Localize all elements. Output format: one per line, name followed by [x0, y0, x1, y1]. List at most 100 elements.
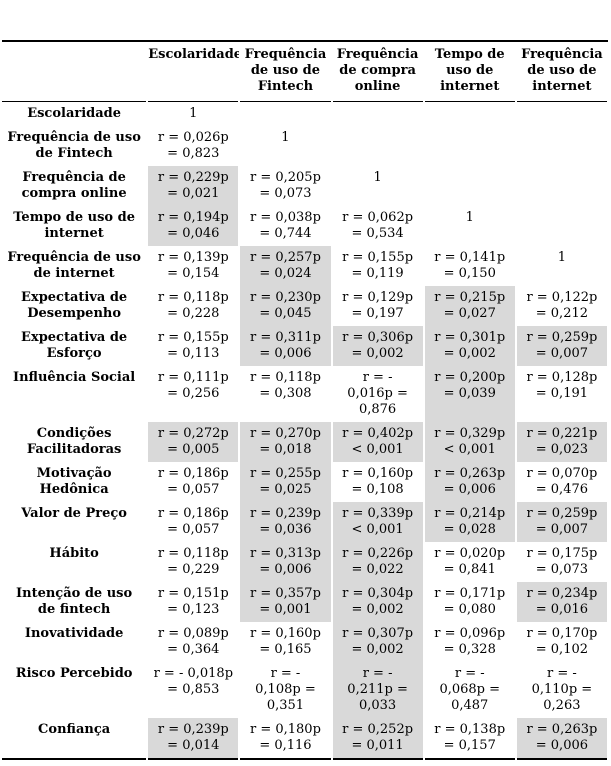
correlation-cell	[514, 126, 610, 166]
correlation-cell: r = 0,234p = 0,016	[514, 582, 610, 622]
correlation-cell: r = 0,139p = 0,154	[146, 246, 241, 286]
table-row: Intenção de uso de fintech r = 0,151p = 0…	[2, 582, 610, 622]
table-row: Frequência de uso de internet r = 0,139p …	[2, 246, 610, 286]
correlation-cell: r = 0,096p = 0,328	[422, 622, 517, 662]
table-row: Motivação Hedônica r = 0,186p = 0,057 r = …	[2, 462, 610, 502]
row-label: Influência Social	[2, 366, 148, 422]
correlation-cell: r = - 0,108p = 0,351	[238, 662, 333, 718]
column-header-frequencia-compra-online: Frequência de compra online	[331, 41, 424, 102]
table-row: Condições Facilitadoras r = 0,272p = 0,00…	[2, 422, 610, 462]
correlation-cell: r = 0,304p = 0,002	[330, 582, 425, 622]
row-label: Motivação Hedônica	[2, 462, 148, 502]
correlation-cell: r = 0,263p = 0,006	[514, 718, 610, 759]
row-label: Expectativa de Esforço	[2, 326, 148, 366]
correlation-cell: 1	[422, 206, 517, 246]
correlation-cell: r = 0,311p = 0,006	[238, 326, 333, 366]
correlation-cell: r = 0,329p < 0,001	[422, 422, 517, 462]
correlation-cell: r = 0,160p = 0,108	[330, 462, 425, 502]
correlation-cell: r = 0,263p = 0,006	[422, 462, 517, 502]
row-label: Inovatividade	[2, 622, 148, 662]
correlation-cell: r = 0,180p = 0,116	[238, 718, 333, 759]
correlation-cell: r = 0,200p = 0,039	[422, 366, 517, 422]
correlation-cell	[514, 166, 610, 206]
correlation-cell: r = 0,070p = 0,476	[514, 462, 610, 502]
correlation-cell: r = 0,239p = 0,014	[146, 718, 241, 759]
correlation-cell: r = - 0,110p = 0,263	[514, 662, 610, 718]
row-label: Hábito	[2, 542, 148, 582]
correlation-cell: r = 0,255p = 0,025	[238, 462, 333, 502]
row-label: Tempo de uso de internet	[2, 206, 148, 246]
correlation-cell: r = 0,141p = 0,150	[422, 246, 517, 286]
correlation-cell: r = - 0,068p = 0,487	[422, 662, 517, 718]
correlation-cell: r = 0,214p = 0,028	[422, 502, 517, 542]
correlation-cell: r = 0,226p = 0,022	[330, 542, 425, 582]
correlation-cell	[330, 126, 425, 166]
correlation-cell: r = 0,205p = 0,073	[238, 166, 333, 206]
correlation-cell: 1	[238, 126, 333, 166]
row-label: Intenção de uso de fintech	[2, 582, 148, 622]
correlation-cell: r = 0,215p = 0,027	[422, 286, 517, 326]
table-row: Frequência de compra online r = 0,229p = …	[2, 166, 610, 206]
correlation-cell	[422, 101, 517, 126]
table-header: Escolaridade Frequência de uso de Fintec…	[2, 41, 608, 102]
correlation-cell: r = 0,118p = 0,228	[146, 286, 241, 326]
correlation-cell	[238, 101, 333, 126]
correlation-cell: r = 0,151p = 0,123	[146, 582, 241, 622]
column-header-escolaridade: Escolaridade	[147, 41, 240, 102]
table-row: Confiança r = 0,239p = 0,014 r = 0,180p = …	[2, 718, 610, 759]
row-label: Risco Percebido	[2, 662, 148, 718]
correlation-cell: 1	[330, 166, 425, 206]
correlation-cell: r = 0,171p = 0,080	[422, 582, 517, 622]
correlation-cell: r = 0,118p = 0,229	[146, 542, 241, 582]
correlation-cell: r = 0,020p = 0,841	[422, 542, 517, 582]
correlation-cell: r = 0,306p = 0,002	[330, 326, 425, 366]
correlation-cell: r = 0,230p = 0,045	[238, 286, 333, 326]
correlation-cell: r = 0,170p = 0,102	[514, 622, 610, 662]
correlation-cell: 1	[514, 246, 610, 286]
correlation-cell: r = 0,357p = 0,001	[238, 582, 333, 622]
row-label: Escolaridade	[2, 101, 148, 126]
correlation-cell: r = 0,186p = 0,057	[146, 462, 241, 502]
header-row: Escolaridade Frequência de uso de Fintec…	[2, 41, 608, 102]
correlation-cell: r = - 0,018p = 0,853	[146, 662, 241, 718]
table-row: Escolaridade 1	[2, 101, 610, 126]
row-label: Confiança	[2, 718, 148, 759]
correlation-cell: r = 0,111p = 0,256	[146, 366, 241, 422]
column-header-tempo-uso-internet: Tempo de uso de internet	[423, 41, 516, 102]
correlation-cell	[422, 166, 517, 206]
corner-cell	[2, 41, 148, 102]
correlation-cell: r = 0,122p = 0,212	[514, 286, 610, 326]
correlation-cell: r = 0,062p = 0,534	[330, 206, 425, 246]
correlation-cell: r = 0,252p = 0,011	[330, 718, 425, 759]
correlation-cell: r = 0,307p = 0,002	[330, 622, 425, 662]
table-row: Inovatividade r = 0,089p = 0,364 r = 0,160…	[2, 622, 610, 662]
correlation-cell	[514, 206, 610, 246]
correlation-cell	[330, 101, 425, 126]
row-label: Expectativa de Desempenho	[2, 286, 148, 326]
table-body: Escolaridade 1 Frequência de uso de Fintec…	[2, 101, 610, 759]
row-label: Frequência de compra online	[2, 166, 148, 206]
row-label: Condições Facilitadoras	[2, 422, 148, 462]
correlation-cell: r = - 0,016p = 0,876	[330, 366, 425, 422]
correlation-cell: r = 0,038p = 0,744	[238, 206, 333, 246]
table-row: Valor de Preço r = 0,186p = 0,057 r = 0,23…	[2, 502, 610, 542]
correlation-cell: r = 0,272p = 0,005	[146, 422, 241, 462]
correlation-cell: r = 0,270p = 0,018	[238, 422, 333, 462]
correlation-cell: r = 0,301p = 0,002	[422, 326, 517, 366]
correlation-cell: r = 0,313p = 0,006	[238, 542, 333, 582]
table-row: Tempo de uso de internet r = 0,194p = 0,0…	[2, 206, 610, 246]
row-label: Valor de Preço	[2, 502, 148, 542]
correlation-cell: r = 0,257p = 0,024	[238, 246, 333, 286]
correlation-cell: r = - 0,211p = 0,033	[330, 662, 425, 718]
correlation-cell: r = 0,155p = 0,113	[146, 326, 241, 366]
correlation-matrix-table: Escolaridade Frequência de uso de Fintec…	[2, 40, 610, 760]
table-row: Influência Social r = 0,111p = 0,256 r = 0…	[2, 366, 610, 422]
table-row: Risco Percebido r = - 0,018p = 0,853 r = -…	[2, 662, 610, 718]
correlation-cell: r = 0,118p = 0,308	[238, 366, 333, 422]
correlation-cell: r = 0,229p = 0,021	[146, 166, 241, 206]
correlation-cell: r = 0,128p = 0,191	[514, 366, 610, 422]
row-label: Frequência de uso de internet	[2, 246, 148, 286]
correlation-cell: r = 0,239p = 0,036	[238, 502, 333, 542]
correlation-cell: r = 0,221p = 0,023	[514, 422, 610, 462]
